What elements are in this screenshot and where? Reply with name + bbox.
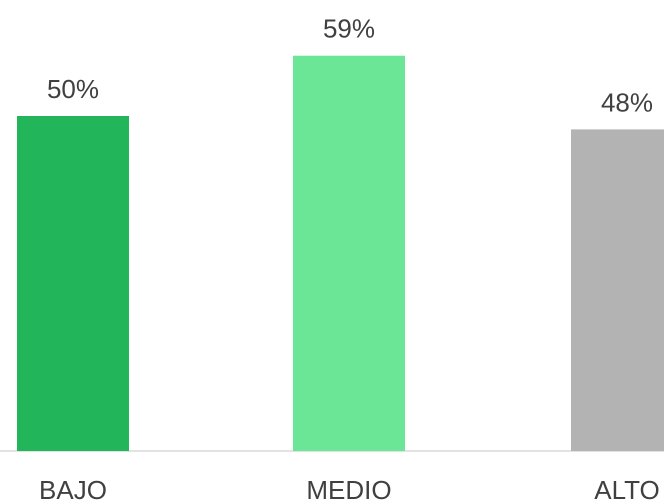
value-label-medio: 59% xyxy=(323,14,375,44)
value-label-bajo: 50% xyxy=(47,74,99,104)
category-label-medio: MEDIO xyxy=(306,475,391,502)
bar-alto xyxy=(571,129,664,451)
category-label-bajo: BAJO xyxy=(39,475,107,502)
bars-group xyxy=(17,55,664,451)
bar-medio xyxy=(293,55,405,451)
category-label-alto: ALTO xyxy=(594,475,660,502)
bar-bajo xyxy=(17,116,129,451)
value-label-alto: 48% xyxy=(601,87,653,117)
category-labels-group: BAJO MEDIO ALTO xyxy=(39,475,660,502)
value-labels-group: 50% 59% 48% xyxy=(47,14,653,118)
